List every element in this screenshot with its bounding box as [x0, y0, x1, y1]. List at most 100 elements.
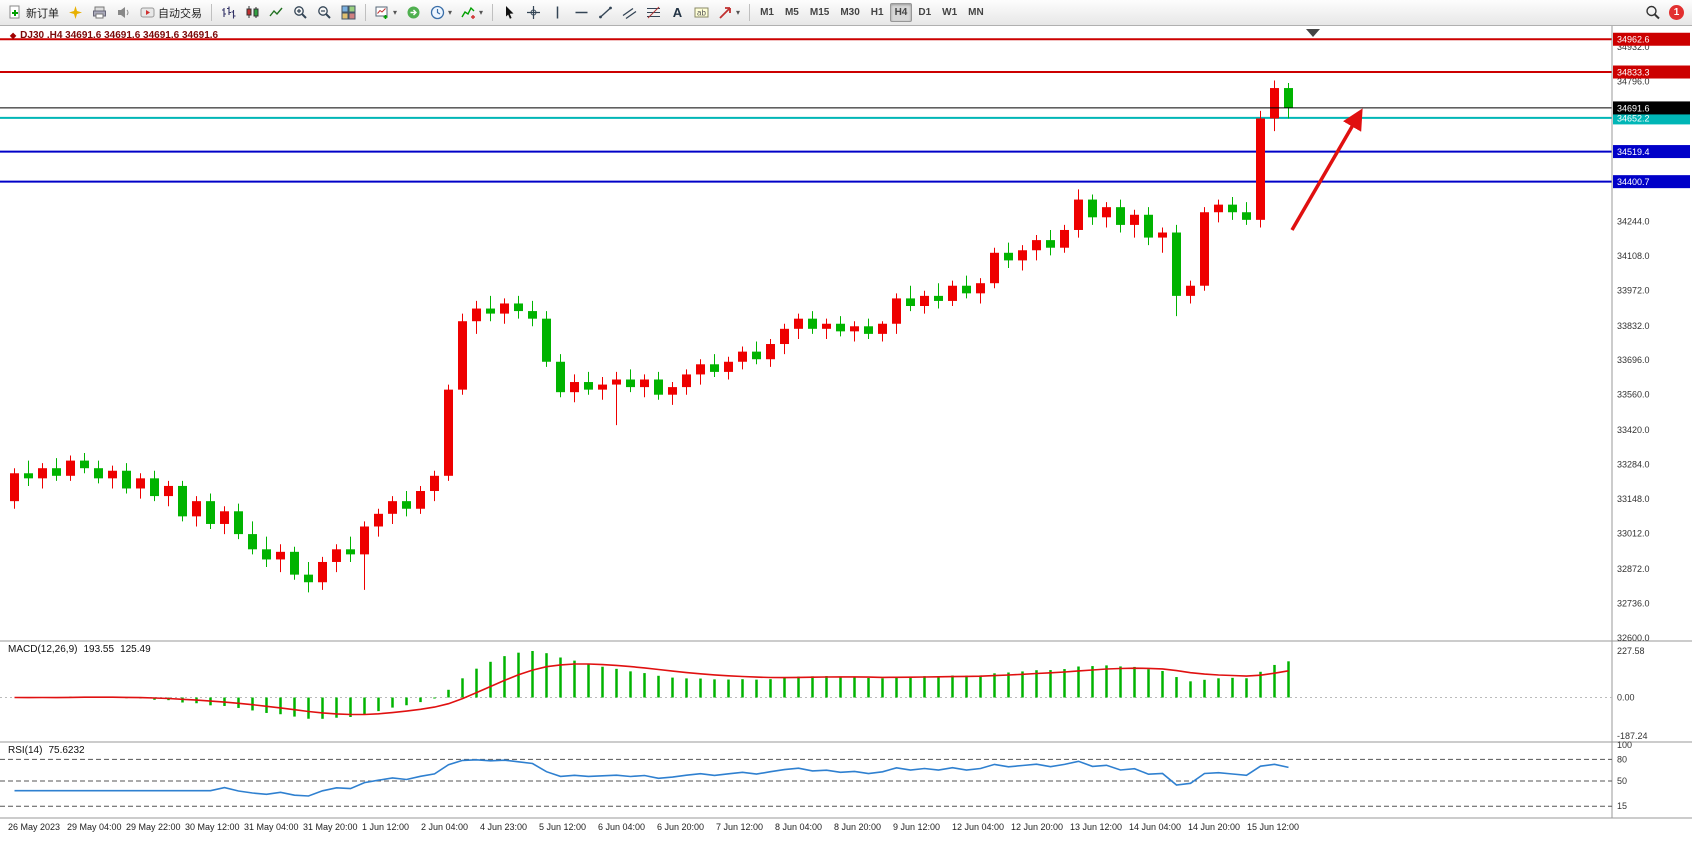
price-tick-label: 33696.0	[1617, 355, 1650, 365]
candle-body	[962, 285, 971, 294]
candle-body	[444, 389, 453, 476]
symbol-icon: ◆	[10, 31, 17, 40]
candle-body	[206, 501, 215, 524]
candle-body	[864, 326, 873, 334]
equidistant-channel-button[interactable]	[618, 2, 641, 23]
time-label: 14 Jun 04:00	[1129, 822, 1181, 832]
notification-badge[interactable]: 1	[1669, 5, 1684, 20]
price-label-box-34691.6: 34691.6	[1613, 101, 1690, 115]
price-label-bg	[1613, 145, 1690, 159]
candle-body	[1102, 207, 1111, 218]
candle-body	[682, 374, 691, 388]
new-order-button[interactable]: 新订单	[4, 2, 63, 23]
price-label-box-34400.7: 34400.7	[1613, 175, 1690, 189]
candle-body	[10, 473, 19, 502]
candle-body	[430, 475, 439, 492]
candle-body	[626, 379, 635, 388]
toolbar-group-chart-types	[217, 2, 288, 23]
candle-body	[332, 549, 341, 562]
crosshair-button[interactable]	[522, 2, 545, 23]
bar-chart-button[interactable]	[217, 2, 240, 23]
line-chart-icon	[269, 5, 284, 20]
candle-body	[234, 511, 243, 535]
chart-wizard-button[interactable]	[64, 2, 87, 23]
candle-body	[514, 303, 523, 312]
rsi-axis-label: 15	[1617, 801, 1627, 811]
sound-button[interactable]	[112, 2, 135, 23]
tile-windows-button[interactable]	[337, 2, 360, 23]
rsi-indicator-label: RSI(14) 75.6232	[8, 745, 85, 756]
time-label: 12 Jun 04:00	[952, 822, 1004, 832]
candle-body	[612, 379, 621, 385]
time-label: 13 Jun 12:00	[1070, 822, 1122, 832]
new-chart-icon	[375, 5, 390, 20]
candle-body	[1228, 204, 1237, 213]
auto-trading-button[interactable]: 自动交易	[136, 2, 206, 23]
timeframe-mn-button[interactable]: MN	[963, 3, 989, 22]
auto-trading-label: 自动交易	[158, 7, 202, 20]
horizontal-line-button[interactable]	[570, 2, 593, 23]
macd-signal-value: 125.49	[120, 644, 151, 655]
text-button[interactable]: A	[666, 2, 689, 23]
candle-body	[304, 574, 313, 583]
vertical-line-button[interactable]	[546, 2, 569, 23]
candlestick-chart-button[interactable]	[241, 2, 264, 23]
candle-body	[724, 361, 733, 372]
cursor-button[interactable]	[498, 2, 521, 23]
fibonacci-button[interactable]	[642, 2, 665, 23]
candle-body	[640, 379, 649, 388]
zoom-in-button[interactable]	[289, 2, 312, 23]
timeframe-h4-button[interactable]: H4	[889, 3, 913, 22]
timeframe-w1-button[interactable]: W1	[937, 3, 962, 22]
candle-body	[122, 470, 131, 489]
arrows-icon	[718, 5, 733, 20]
price-tick-label: 34244.0	[1617, 216, 1650, 226]
candle-body	[178, 485, 187, 517]
candle-body	[220, 511, 229, 524]
zoom-out-button[interactable]	[313, 2, 336, 23]
time-label: 6 Jun 04:00	[598, 822, 645, 832]
zoom-out-icon	[317, 5, 332, 20]
chart-shift-marker[interactable]	[1306, 29, 1320, 37]
candle-body	[878, 323, 887, 334]
time-label: 15 Jun 12:00	[1247, 822, 1299, 832]
new-chart-button[interactable]: ▾	[371, 2, 401, 23]
indicators-button[interactable]: ▾	[457, 2, 487, 23]
price-label-text: 34691.6	[1617, 103, 1650, 113]
timeframe-d1-button[interactable]: D1	[913, 3, 936, 22]
time-label: 29 May 22:00	[126, 822, 181, 832]
price-tick-label: 34108.0	[1617, 251, 1650, 261]
time-axis[interactable]: 26 May 2023 29 May 04:00 29 May 22:00 30 Ma…	[8, 822, 1299, 832]
trendline-button[interactable]	[594, 2, 617, 23]
timeframe-m5-button[interactable]: M5	[780, 3, 804, 22]
print-button[interactable]	[88, 2, 111, 23]
candle-body	[94, 468, 103, 479]
text-icon: A	[670, 5, 685, 20]
toolbar-separator	[365, 4, 366, 21]
clock-button[interactable]: ▾	[426, 2, 456, 23]
timeframe-h1-button[interactable]: H1	[866, 3, 889, 22]
svg-text:A: A	[673, 5, 683, 20]
candle-body	[570, 382, 579, 393]
timeframe-m15-button[interactable]: M15	[805, 3, 834, 22]
macd-name: MACD(12,26,9)	[8, 644, 78, 655]
candle-body	[556, 361, 565, 393]
line-chart-button[interactable]	[265, 2, 288, 23]
timeframe-m30-button[interactable]: M30	[835, 3, 864, 22]
trend-arrow[interactable]	[1290, 108, 1363, 231]
time-label: 8 Jun 20:00	[834, 822, 881, 832]
candle-body	[1200, 212, 1209, 286]
candle-body	[598, 384, 607, 390]
arrows-button[interactable]: ▾	[714, 2, 744, 23]
price-label-box-34833.3: 34833.3	[1613, 65, 1690, 79]
search-button[interactable]	[1641, 2, 1664, 23]
text-label-button[interactable]: ab	[690, 2, 713, 23]
timeframe-m1-button[interactable]: M1	[755, 3, 779, 22]
price-label-bg	[1613, 32, 1690, 46]
candle-body	[934, 295, 943, 301]
candle-body	[192, 501, 201, 517]
auto-scroll-button[interactable]	[402, 2, 425, 23]
price-axis[interactable]: 34932.034796.034660.034524.034388.034244…	[1617, 42, 1650, 643]
candle-body	[164, 485, 173, 497]
